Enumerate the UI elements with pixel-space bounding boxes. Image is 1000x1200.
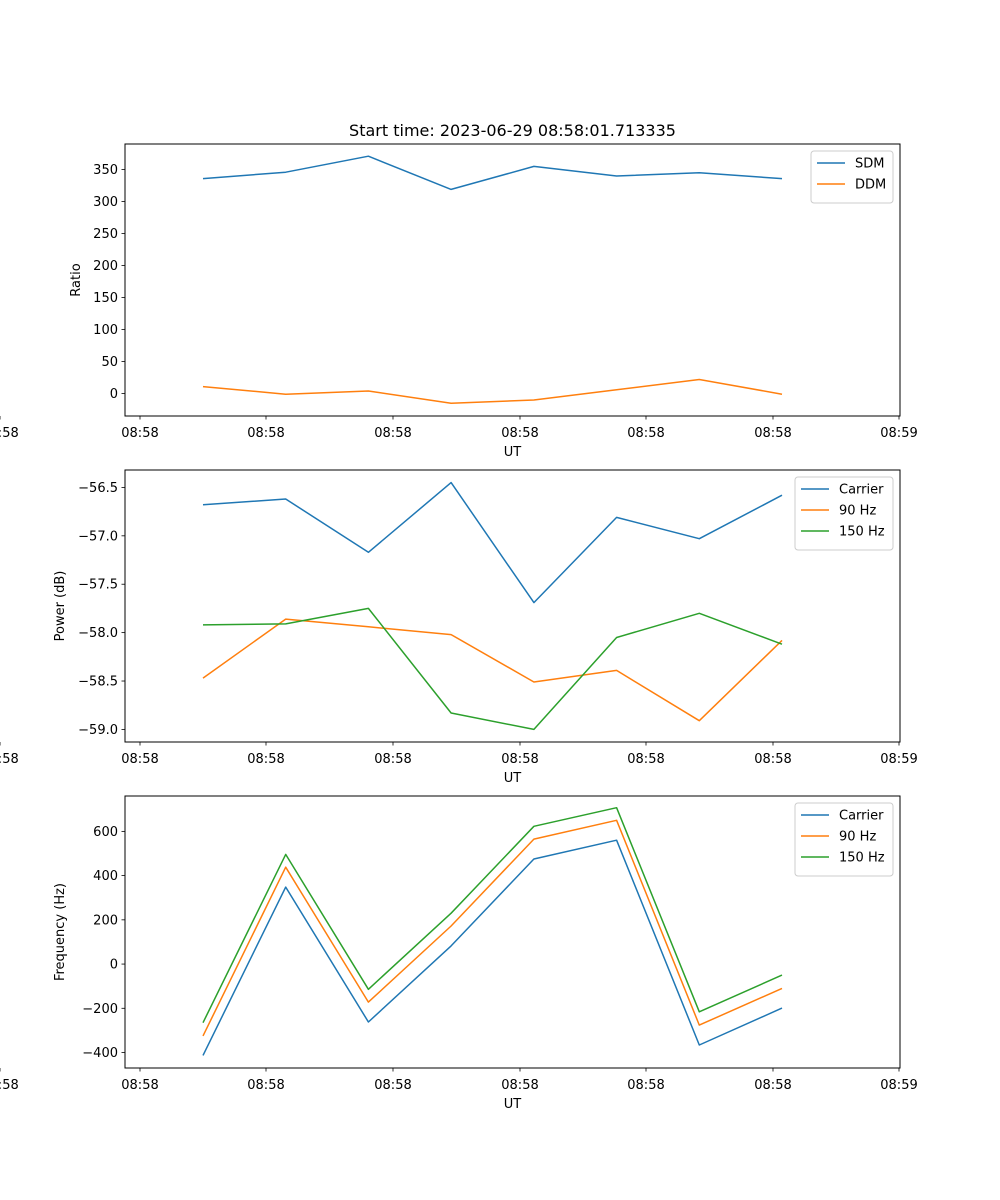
y-tick-label: −58.0: [78, 626, 118, 641]
y-tick-label: −57.5: [78, 578, 118, 593]
series-line-90-hz: [202, 618, 783, 722]
x-tick-label: 08:58: [0, 426, 19, 441]
legend-entry: SDM: [855, 157, 884, 172]
x-tick-label: 08:59: [880, 1078, 917, 1093]
x-axis-label: UT: [504, 445, 522, 460]
y-tick-label: 50: [101, 355, 118, 370]
x-tick-label: 08:58: [0, 752, 19, 767]
x-tick-label: 08:58: [374, 1078, 411, 1093]
y-tick-label: 0: [110, 958, 118, 973]
y-tick-label: 0: [110, 387, 118, 402]
legend-entry: DDM: [855, 178, 886, 193]
x-tick-label: 08:58: [121, 426, 158, 441]
figure-title: Start time: 2023-06-29 08:58:01.713335: [349, 121, 676, 140]
legend-entry: Carrier: [839, 483, 884, 498]
x-tick-label: 08:58: [627, 1078, 664, 1093]
x-tick-label: 08:58: [374, 426, 411, 441]
legend: Carrier 90 Hz 150 Hz: [794, 476, 894, 551]
chart-panel-3: −400 −200 0 200 400 600 08:58 08:58 08:58 08:58 08…: [0, 795, 918, 1112]
x-tick-label: 08:58: [501, 426, 538, 441]
y-tick-label: 400: [93, 869, 118, 884]
series-line-ddm: [202, 378, 783, 404]
x-tick-label: 08:58: [754, 1078, 791, 1093]
y-tick-label: −58.5: [78, 675, 118, 690]
plot-area-frame: [124, 795, 901, 1069]
x-tick-label: 08:59: [880, 752, 917, 767]
y-tick-label: 350: [93, 163, 118, 178]
y-tick-label: 100: [93, 323, 118, 338]
x-tick-label: 08:58: [501, 1078, 538, 1093]
x-tick-label: 08:58: [627, 426, 664, 441]
y-tick-label: 250: [93, 227, 118, 242]
y-axis-label: Power (dB): [53, 571, 68, 642]
series-line-90-hz: [202, 819, 783, 1037]
legend-entry: 90 Hz: [839, 504, 876, 519]
y-tick-label: −400: [82, 1046, 118, 1061]
series-line-150-hz: [202, 607, 783, 731]
x-tick-label: 08:58: [121, 752, 158, 767]
legend-entry: 150 Hz: [839, 525, 885, 540]
x-tick-label: 08:58: [247, 1078, 284, 1093]
plot-area-frame: [124, 469, 901, 743]
y-tick-label: 300: [93, 195, 118, 210]
legend-box: [810, 150, 894, 204]
y-tick-label: 150: [93, 291, 118, 306]
x-axis-label: UT: [504, 1097, 522, 1112]
plot-area-frame: [124, 143, 901, 417]
legend-entry: 150 Hz: [839, 851, 885, 866]
series-line-150-hz: [202, 806, 783, 1024]
y-axis-label: Ratio: [69, 263, 84, 296]
legend-entry: 90 Hz: [839, 830, 876, 845]
y-tick-label: 200: [93, 259, 118, 274]
x-tick-label: 08:58: [0, 1078, 19, 1093]
x-tick-label: 08:58: [121, 1078, 158, 1093]
y-tick-label: −56.5: [78, 481, 118, 496]
x-tick-label: 08:59: [880, 426, 917, 441]
series-line-sdm: [202, 155, 783, 191]
y-tick-label: −59.0: [78, 723, 118, 738]
chart-panel-1: 0 50 100 150 200 250 300 350 08:58 08:58 08:58 08:5…: [0, 143, 918, 460]
x-tick-label: 08:58: [374, 752, 411, 767]
x-axis-label: UT: [504, 771, 522, 786]
x-tick-label: 08:58: [754, 752, 791, 767]
y-tick-label: −200: [82, 1002, 118, 1017]
legend: SDM DDM: [810, 150, 894, 204]
x-tick-label: 08:58: [501, 752, 538, 767]
x-tick-label: 08:58: [754, 426, 791, 441]
legend-entry: Carrier: [839, 809, 884, 824]
y-tick-label: −57.0: [78, 529, 118, 544]
y-tick-label: 600: [93, 825, 118, 840]
y-axis-label: Frequency (Hz): [53, 883, 68, 981]
legend: Carrier 90 Hz 150 Hz: [794, 802, 894, 877]
series-line-carrier: [202, 839, 783, 1056]
x-tick-label: 08:58: [247, 426, 284, 441]
y-tick-label: 200: [93, 913, 118, 928]
x-tick-label: 08:58: [627, 752, 664, 767]
chart-panel-2: −59.0 −58.5 −58.0 −57.5 −57.0 −56.5 08:58 08:58…: [0, 469, 918, 786]
series-line-carrier: [202, 481, 783, 604]
x-tick-label: 08:58: [247, 752, 284, 767]
